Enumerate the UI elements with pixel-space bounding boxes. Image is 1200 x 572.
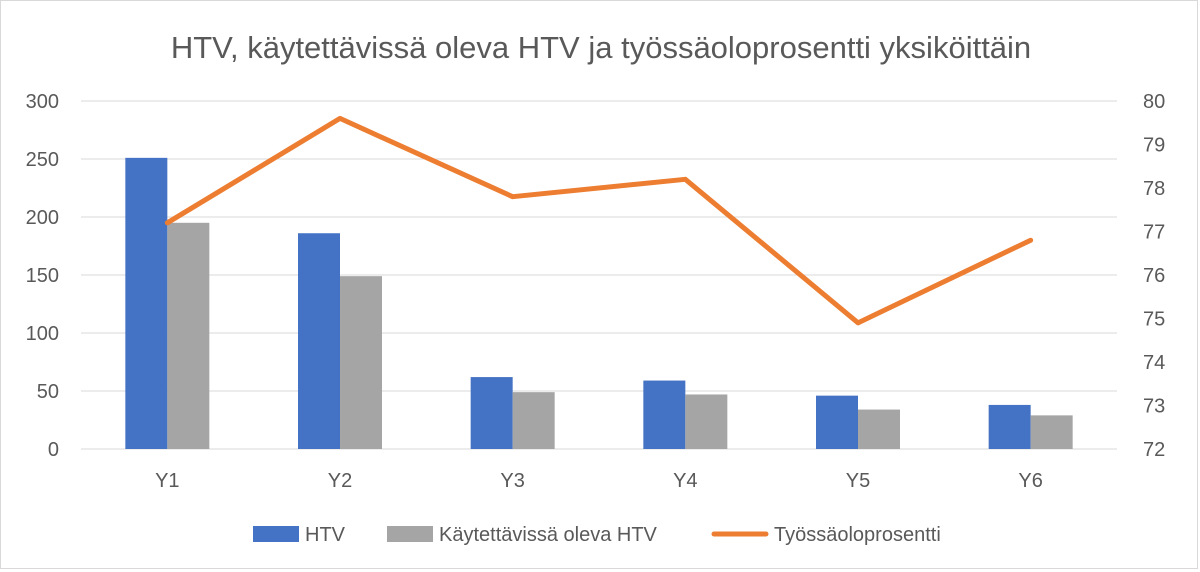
bar-htv — [816, 395, 858, 449]
legend-label-htv: HTV — [305, 524, 346, 546]
legend: HTV Käytettävissä oleva HTV Työssäoloprose… — [253, 524, 941, 546]
x-tick-label: Y4 — [673, 470, 697, 492]
x-tick-label: Y6 — [1018, 470, 1042, 492]
left-tick-label: 100 — [26, 323, 59, 345]
legend-label-k-ytett-viss-oleva-htv: Käytettävissä oleva HTV — [439, 524, 658, 546]
left-tick-label: 0 — [48, 439, 59, 461]
right-tick-label: 75 — [1143, 309, 1165, 331]
right-tick-label: 79 — [1143, 135, 1165, 157]
right-tick-label: 72 — [1143, 439, 1165, 461]
right-tick-label: 76 — [1143, 265, 1165, 287]
right-tick-label: 74 — [1143, 352, 1165, 374]
legend-swatch-htv — [253, 526, 299, 542]
left-axis: 0 50 100 150 200 250 300 — [26, 91, 59, 461]
left-tick-label: 300 — [26, 91, 59, 113]
left-tick-label: 200 — [26, 207, 59, 229]
bars — [125, 157, 1073, 449]
bar-k-ytett-viss-oleva-htv — [512, 392, 555, 449]
right-tick-label: 77 — [1143, 222, 1165, 244]
bar-k-ytett-viss-oleva-htv — [1030, 415, 1073, 449]
line-series — [164, 115, 1034, 326]
left-tick-label: 250 — [26, 149, 59, 171]
bar-htv — [125, 157, 168, 449]
legend-swatch-k-ytett-viss-oleva-htv — [387, 526, 433, 542]
x-tick-label: Y5 — [846, 470, 870, 492]
bar-htv — [470, 377, 513, 449]
left-tick-label: 150 — [26, 265, 59, 287]
x-tick-label: Y1 — [155, 470, 179, 492]
right-tick-label: 80 — [1143, 91, 1165, 113]
bar-k-ytett-viss-oleva-htv — [167, 222, 210, 449]
chart-title: HTV, käytettävissä oleva HTV ja työssäol… — [171, 30, 1031, 65]
bar-htv — [298, 233, 340, 449]
gridlines — [81, 100, 1117, 450]
right-axis: 72 73 74 75 76 77 78 79 80 — [1143, 91, 1165, 461]
bar-k-ytett-viss-oleva-htv — [340, 276, 382, 449]
left-tick-label: 50 — [37, 381, 59, 403]
bar-htv — [643, 380, 686, 449]
right-tick-label: 78 — [1143, 178, 1165, 200]
bar-htv — [988, 404, 1031, 449]
x-axis: Y1 Y2 Y3 Y4 Y5 Y6 — [155, 470, 1043, 492]
x-tick-label: Y2 — [328, 470, 352, 492]
x-tick-label: Y3 — [500, 470, 524, 492]
right-tick-label: 73 — [1143, 396, 1165, 418]
line-tyossaoloprosentti — [164, 115, 1034, 326]
legend-label-tyossaoloprosentti: Työssäoloprosentti — [774, 524, 941, 546]
bar-k-ytett-viss-oleva-htv — [685, 394, 728, 449]
bar-k-ytett-viss-oleva-htv — [858, 409, 900, 449]
